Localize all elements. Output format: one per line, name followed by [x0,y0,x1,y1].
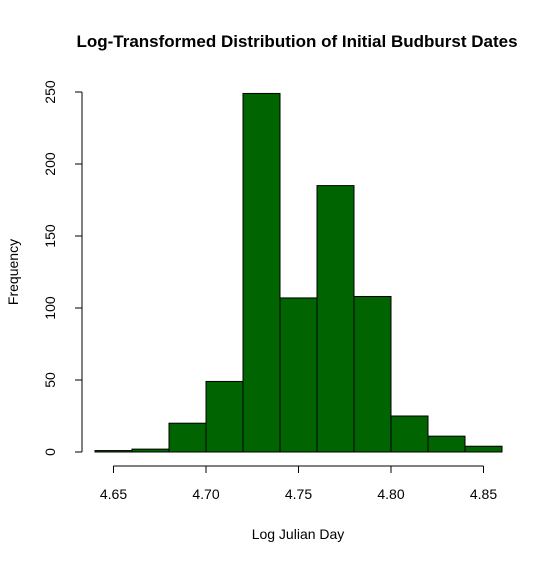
histogram-bar-4 [243,93,280,452]
histogram-bar-6 [317,186,354,452]
histogram-bar-2 [169,423,206,452]
histogram-bar-5 [280,298,317,452]
x-tick-label: 4.65 [100,486,127,502]
y-tick-label: 100 [42,296,58,320]
x-tick-label: 4.75 [285,486,312,502]
x-tick-label: 4.80 [377,486,404,502]
x-axis: 4.65 4.70 4.75 4.80 4.85 [100,466,497,502]
bars-group [95,93,502,452]
histogram-bar-7 [354,296,391,452]
y-axis-label: Frequency [5,239,21,305]
y-axis: 0 50 100 150 200 250 [42,80,82,456]
x-tick-label: 4.70 [192,486,219,502]
histogram-bar-0 [95,451,132,452]
chart-title: Log-Transformed Distribution of Initial … [76,32,517,51]
histogram-bar-1 [132,449,169,452]
histogram-bar-9 [428,436,465,452]
x-tick-label: 4.85 [470,486,497,502]
histogram-bar-8 [391,416,428,452]
histogram-bar-3 [206,381,243,452]
y-tick-label: 0 [42,448,58,456]
x-axis-label: Log Julian Day [252,526,345,542]
y-tick-label: 250 [42,80,58,104]
y-tick-label: 200 [42,152,58,176]
y-tick-label: 150 [42,224,58,248]
histogram-bar-10 [465,446,502,452]
y-tick-label: 50 [42,372,58,388]
